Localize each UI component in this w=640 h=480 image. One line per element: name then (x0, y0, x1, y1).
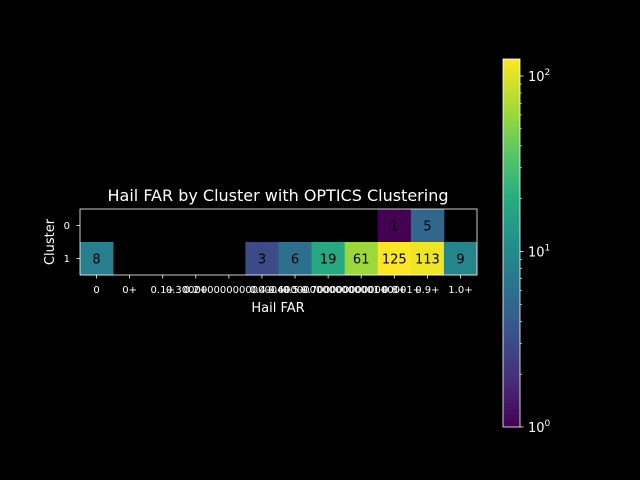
heatmap-cell (278, 242, 312, 276)
x-tick-label: 0.9+ (415, 285, 439, 296)
x-tick-label: 0.1+ (151, 285, 175, 296)
cell-value-label: 8 (92, 253, 100, 268)
x-tick-label: 1.0+ (448, 285, 472, 296)
colorbar-gradient (502, 58, 521, 428)
x-tick-label: 0.4+ (250, 285, 274, 296)
x-tick-label: 0.5+ (283, 285, 307, 296)
x-tick-label: 0.6000000000000001+ (268, 285, 388, 296)
heatmap-cell (245, 242, 279, 276)
x-tick-label: 0.2+ (184, 285, 208, 296)
colorbar-tick-label: 102 (528, 68, 550, 85)
heatmap-cell (410, 242, 445, 276)
heatmap-cells (80, 209, 478, 276)
y-axis-label: Cluster (43, 218, 58, 265)
x-axis-label: Hail FAR (251, 301, 304, 316)
cell-value-label: 61 (353, 253, 370, 268)
heatmap-cell (410, 209, 445, 243)
x-tick-label: 0.8+ (382, 285, 406, 296)
cell-value-label: 125 (382, 253, 407, 268)
y-axis-ticks: 01 (64, 221, 80, 265)
chart-title: Hail FAR by Cluster with OPTICS Clusteri… (108, 186, 449, 205)
cell-value-label: 3 (258, 253, 266, 268)
colorbar: 100 101 102 (502, 58, 551, 436)
cell-value-label: 5 (423, 220, 431, 235)
colorbar-ticks: 100 101 102 (520, 68, 551, 436)
cell-value-label: 6 (291, 253, 299, 268)
heatmap-cell (311, 242, 346, 276)
colorbar-tick-label: 101 (528, 244, 550, 261)
x-tick-label: 0+ (122, 285, 137, 296)
x-tick-label: 0.7000000000000001+ (301, 285, 421, 296)
y-tick-label: 0 (64, 221, 70, 232)
heatmap-cell (443, 242, 478, 276)
x-tick-label: 0.30000000000000004+ (166, 285, 292, 296)
heatmap-cell (377, 209, 412, 243)
cell-value-label: 9 (456, 253, 464, 268)
x-tick-label: 0 (93, 285, 99, 296)
heatmap-cell (344, 242, 379, 276)
cell-value-label: 1 (390, 220, 398, 235)
heatmap-cell (80, 242, 114, 276)
colorbar-tick-label: 100 (528, 419, 551, 436)
cell-value-label: 19 (320, 253, 337, 268)
y-tick-label: 1 (64, 254, 70, 265)
plot-frame (79, 208, 478, 276)
heatmap-cell (377, 242, 412, 276)
heatmap-cell-labels: 1 5 8 3 6 19 61 125 113 9 (92, 220, 464, 268)
x-axis-ticks: 0 0+ 0.1+ 0.2+0.30000000000000004+0.4+ 0.5+0… (93, 275, 473, 296)
cell-value-label: 113 (415, 253, 440, 268)
